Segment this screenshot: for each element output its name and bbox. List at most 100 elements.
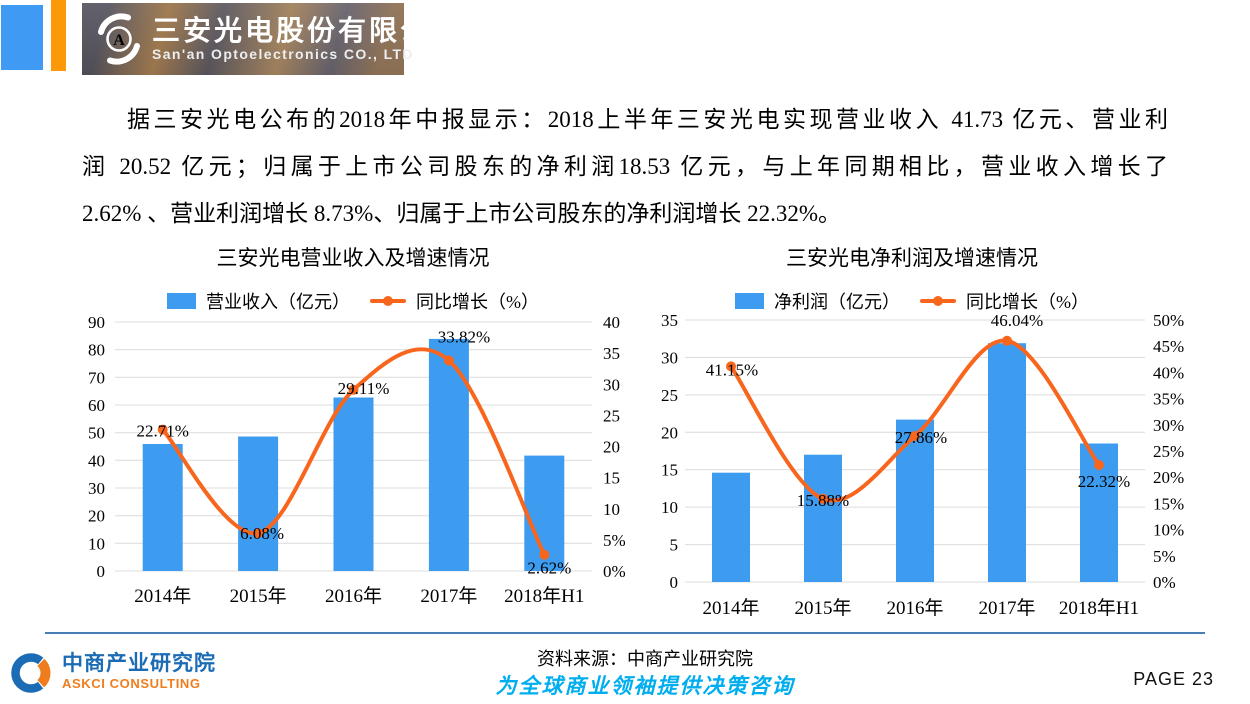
- left-axis-tick: 60: [88, 396, 105, 415]
- header-accent-orange: [51, 0, 66, 71]
- bar-legend-swatch: [735, 293, 764, 309]
- right-axis-tick: 35: [603, 344, 620, 363]
- x-axis-label: 2014年: [702, 597, 759, 619]
- company-logo: A 三安光电股份有限公司 San'an Optoelectronics CO.,…: [82, 3, 459, 75]
- right-axis-tick: 20%: [1153, 468, 1184, 487]
- left-axis-tick: 5: [670, 536, 679, 555]
- right-axis-tick: 35%: [1153, 390, 1184, 409]
- left-axis-tick: 20: [88, 507, 105, 526]
- right-axis-tick: 45%: [1153, 337, 1184, 356]
- line-legend-label: 同比增长（%）: [416, 292, 539, 312]
- net-profit-chart: 三安光电净利润及增速情况 净利润（亿元） 同比增长（%） 0 5 10 15 20 25 3…: [648, 245, 1210, 624]
- right-axis-tick: 10: [603, 500, 620, 519]
- right-axis-tick: 0%: [1153, 573, 1176, 592]
- bar-2014年: [712, 472, 750, 582]
- bar-2015年: [238, 436, 279, 571]
- right-axis-tick: 30: [603, 375, 620, 394]
- right-axis-tick: 50%: [1153, 312, 1184, 330]
- line-legend-dot: [383, 296, 393, 306]
- footer-slogan: 为全球商业领袖提供决策咨询: [495, 674, 795, 698]
- paragraph-line: 据三安光电公布的2018年中报显示：2018上半年三安光电实现营业收入 41.7…: [127, 107, 1168, 132]
- left-axis-tick: 10: [661, 498, 678, 517]
- askci-brand-en: ASKCI CONSULTING: [62, 676, 201, 691]
- line-legend-dot: [933, 296, 943, 306]
- emblem-letter: A: [113, 32, 125, 49]
- revenue-chart: 三安光电营业收入及增速情况 营业收入（亿元） 同比增长（%） 0 10 20 30 40…: [58, 245, 648, 612]
- x-axis-label: 2017年: [420, 585, 477, 607]
- askci-brand-cn: 中商产业研究院: [62, 652, 216, 675]
- company-name-block: 三安光电股份有限公司 San'an Optoelectronics CO., L…: [152, 16, 462, 62]
- data-label: 46.04%: [991, 312, 1043, 330]
- left-axis-tick: 0: [97, 562, 106, 581]
- net-profit-chart-title: 三安光电净利润及增速情况: [786, 246, 1038, 270]
- bar-2014年: [142, 444, 183, 571]
- x-axis-label: 2015年: [794, 597, 851, 619]
- company-emblem-icon: A: [98, 13, 140, 65]
- bar-legend-label: 营业收入（亿元）: [206, 292, 350, 312]
- left-axis-tick: 35: [661, 312, 678, 330]
- line-legend-label: 同比增长（%）: [966, 292, 1089, 312]
- right-axis-tick: 0%: [603, 562, 626, 581]
- line-marker: [726, 361, 736, 372]
- bar-legend-label: 净利润（亿元）: [774, 292, 900, 312]
- right-axis-tick: 5%: [603, 531, 626, 550]
- revenue-chart-canvas: 0 10 20 30 40 50 60 70 80 90 0% 5% 10 15 20 25 30 35 40 201…: [88, 313, 626, 607]
- right-axis-tick: 25: [603, 406, 620, 425]
- paragraph-line: 润 20.52 亿元；归属于上市公司股东的净利润18.53 亿元，与上年同期相比…: [82, 154, 1168, 179]
- askci-logo-icon: [11, 653, 51, 693]
- net-profit-chart-canvas: 0 5 10 15 20 25 30 35 0% 5% 10% 15% 20% 25% 30% 35% 40% 4…: [661, 312, 1184, 619]
- bar-2017年: [428, 338, 469, 571]
- net-profit-chart-legend: 净利润（亿元） 同比增长（%）: [648, 292, 1210, 312]
- right-axis-tick: 40%: [1153, 363, 1184, 382]
- data-label: 22.71%: [136, 422, 188, 441]
- left-axis-tick: 40: [88, 451, 105, 470]
- data-source: 资料来源：中商产业研究院: [537, 649, 753, 669]
- bar-2015年: [804, 454, 842, 582]
- bar-legend-swatch: [167, 293, 196, 309]
- x-axis-label: 2016年: [325, 585, 382, 607]
- left-axis-tick: 80: [88, 341, 105, 360]
- line-marker: [1094, 460, 1104, 470]
- right-axis-tick: 25%: [1153, 442, 1184, 461]
- line-marker: [910, 431, 920, 441]
- line-legend-marker: [920, 296, 956, 306]
- x-axis-label: 2017年: [978, 597, 1035, 619]
- data-label: 29.11%: [338, 379, 390, 398]
- left-axis-tick: 70: [88, 368, 105, 387]
- line-marker: [157, 424, 168, 435]
- summary-paragraph: 据三安光电公布的2018年中报显示：2018上半年三安光电实现营业收入 41.7…: [82, 100, 1168, 241]
- left-axis-tick: 10: [88, 534, 105, 553]
- right-axis-tick: 40: [603, 313, 620, 332]
- revenue-chart-title: 三安光电营业收入及增速情况: [216, 246, 490, 270]
- paragraph-line: 2.62% 、营业利润增长 8.73%、归属于上市公司股东的净利润增长 22.3…: [82, 201, 841, 226]
- x-axis-label: 2018年H1: [504, 585, 584, 607]
- data-label: 41.15%: [706, 360, 758, 379]
- line-marker: [1002, 335, 1012, 346]
- right-axis-tick: 5%: [1153, 547, 1176, 566]
- askci-brand: 中商产业研究院 ASKCI CONSULTING: [62, 653, 216, 690]
- right-axis-tick: 20: [603, 438, 620, 457]
- left-axis-tick: 20: [661, 423, 678, 442]
- data-label: 6.08%: [240, 524, 284, 543]
- left-axis-tick: 0: [670, 573, 679, 592]
- line-marker: [539, 549, 550, 560]
- right-axis-tick: 30%: [1153, 416, 1184, 435]
- x-axis-label: 2016年: [886, 597, 943, 619]
- left-axis-tick: 30: [88, 479, 105, 498]
- data-label: 15.88%: [797, 491, 849, 510]
- line-marker: [818, 493, 828, 504]
- data-label: 22.32%: [1078, 472, 1130, 491]
- data-label: 2.62%: [527, 559, 571, 578]
- right-axis-tick: 10%: [1153, 521, 1184, 540]
- right-axis-tick: 15: [603, 469, 620, 488]
- right-axis-tick: 15%: [1153, 494, 1184, 513]
- footer-divider: [45, 632, 1205, 634]
- line-marker: [443, 355, 454, 366]
- data-label: 27.86%: [895, 428, 947, 447]
- company-name-cn: 三安光电股份有限公司: [152, 14, 463, 46]
- left-axis-tick: 25: [661, 386, 678, 405]
- page-number: PAGE 23: [1133, 669, 1214, 689]
- line-marker: [348, 384, 359, 395]
- x-axis-label: 2015年: [230, 585, 287, 607]
- bar-2016年: [333, 397, 374, 571]
